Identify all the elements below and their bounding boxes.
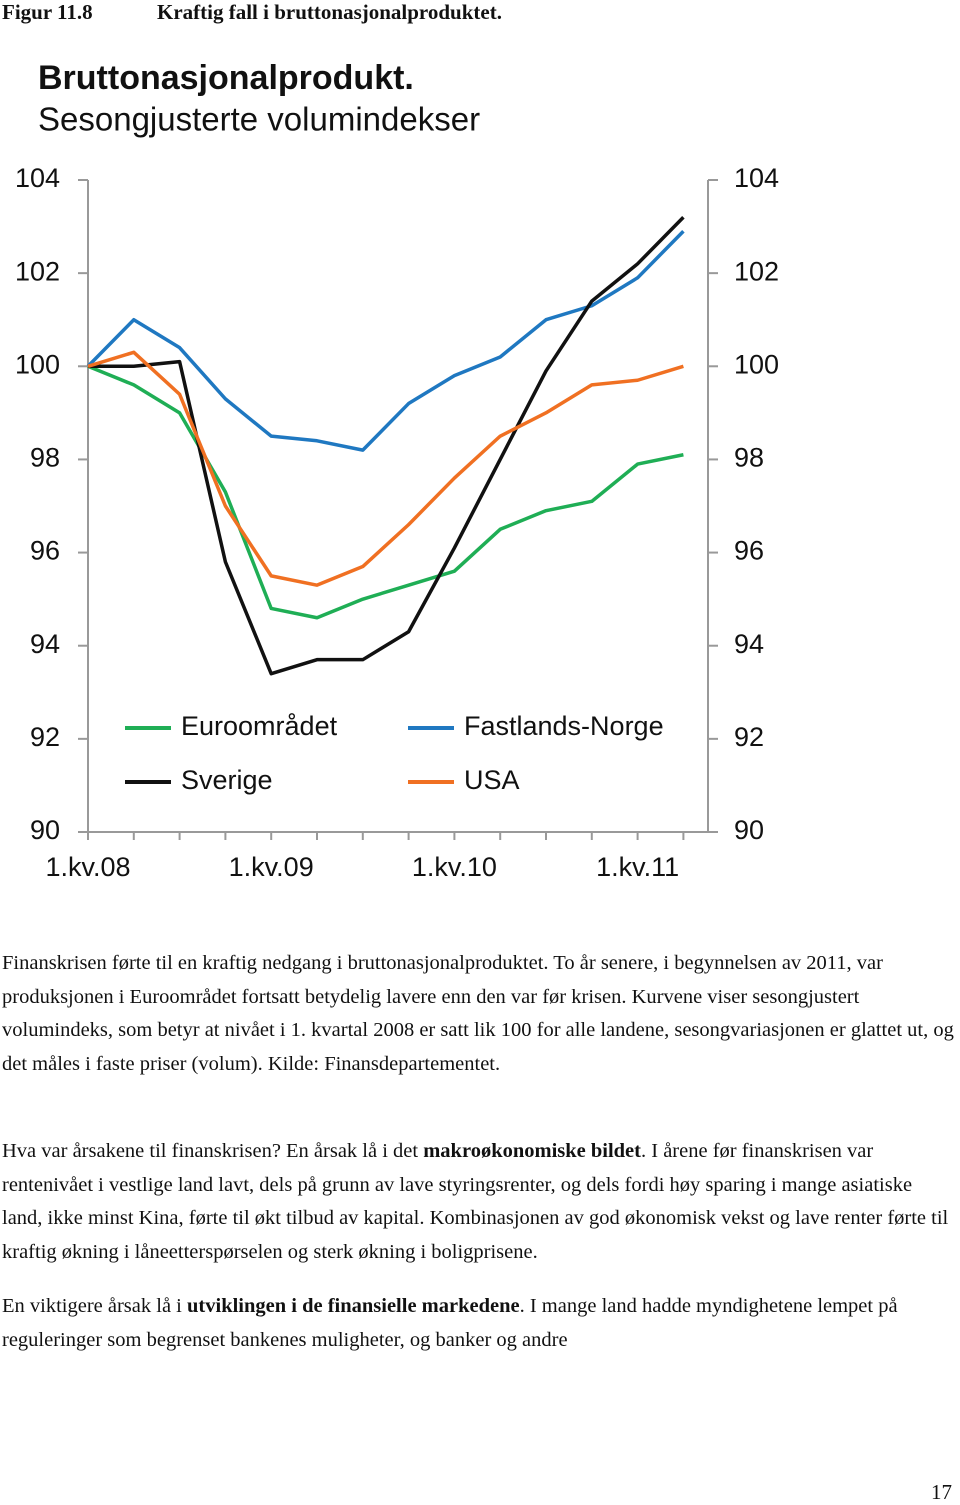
line-series (86, 230, 685, 452)
y2-tick-label: 100 (734, 349, 779, 379)
y-tick-label: 94 (30, 629, 60, 659)
y2-tick-label: 96 (734, 536, 764, 566)
y2-tick-label: 94 (734, 629, 764, 659)
legend-label: Sverige (181, 765, 273, 795)
chart-subtitle: Sesongjusterte volumindekser (38, 101, 480, 138)
text-run: En viktigere årsak lå i (2, 1295, 188, 1317)
y-tick-label: 98 (30, 443, 60, 473)
figure-label: Figur 11.8 (2, 0, 93, 24)
x-tick-label: 1.kv.11 (596, 852, 679, 882)
y2-tick-label: 102 (734, 256, 779, 286)
y2-tick-label: 104 (734, 163, 779, 193)
y-tick-label: 100 (15, 349, 60, 379)
paragraph: En viktigere årsak lå i utviklingen i de… (2, 1290, 957, 1357)
paragraph: Finanskrisen førte til en kraftig nedgan… (2, 947, 957, 1081)
figure-caption: Kraftig fall i bruttonasjonalproduktet. (157, 0, 502, 24)
legend-label: Euroområdet (181, 711, 338, 741)
x-tick-label: 1.kv.08 (45, 852, 130, 882)
chart-title: Bruttonasjonalprodukt. (38, 59, 414, 97)
paragraph: Hva var årsakene til finanskrisen? En år… (2, 1135, 957, 1269)
text-run: . I mange land hadde myndighetene lempet… (2, 1295, 898, 1351)
x-tick-label: 1.kv.10 (412, 852, 497, 882)
y2-tick-label: 92 (734, 722, 764, 752)
figure-heading: Figur 11.8 Kraftig fall i bruttonasjonalp… (2, 0, 502, 25)
text-run: Hva var årsakene til finanskrisen? En år… (2, 1140, 424, 1162)
line-series (87, 364, 684, 620)
y-tick-label: 96 (30, 536, 60, 566)
text-run: . I årene før finanskrisen var rentenivå… (2, 1140, 949, 1263)
legend-label: Fastlands-Norge (464, 711, 664, 741)
bold-text: utviklingen i de finansielle markedene (187, 1295, 520, 1317)
y-tick-label: 102 (15, 256, 60, 286)
y-tick-label: 90 (30, 815, 60, 845)
text-run: Finanskrisen førte til en kraftig nedgan… (2, 952, 954, 1075)
bold-text: makroøkonomiske bildet (423, 1140, 641, 1162)
line-series (87, 350, 684, 587)
legend-label: USA (464, 765, 520, 795)
chart: Bruttonasjonalprodukt. Sesongjusterte vo… (15, 59, 779, 882)
y2-tick-label: 90 (734, 815, 764, 845)
y-tick-label: 92 (30, 722, 60, 752)
body-text: Finanskrisen førte til en kraftig nedgan… (2, 947, 957, 1378)
y2-tick-label: 98 (734, 443, 764, 473)
y-tick-label: 104 (15, 163, 60, 193)
x-tick-label: 1.kv.09 (229, 852, 314, 882)
line-series (88, 216, 685, 676)
page-number: 17 (931, 1480, 952, 1504)
